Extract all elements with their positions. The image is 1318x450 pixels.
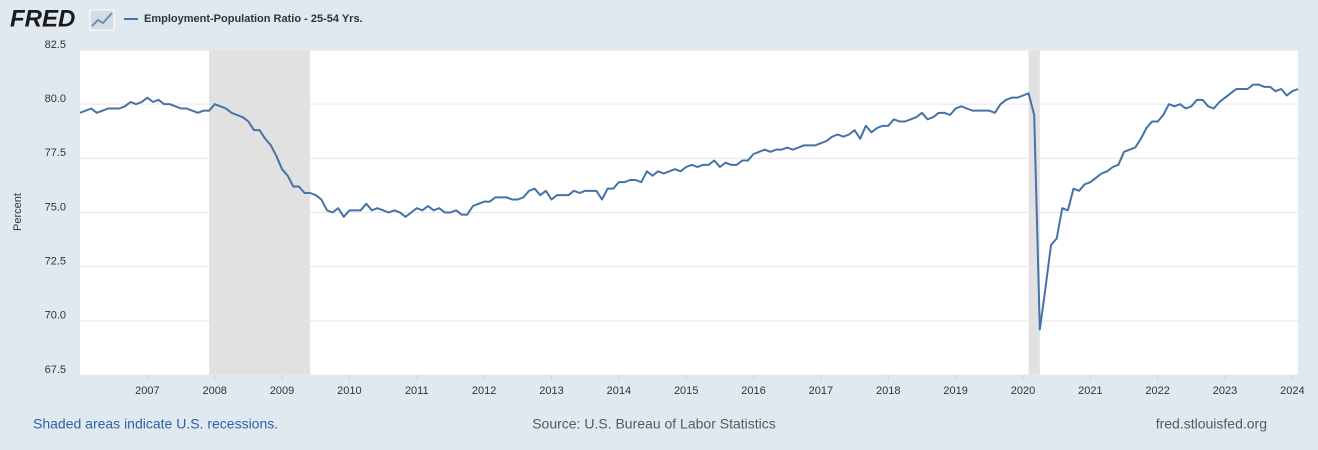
site: fred.stlouisfed.org <box>1156 416 1267 432</box>
x-tick-label: 2015 <box>674 385 698 397</box>
plot-content <box>79 49 1299 376</box>
y-tick-label: 75.0 <box>45 201 66 213</box>
x-tick-label: 2011 <box>405 385 429 397</box>
x-tick-label: 2019 <box>943 385 967 397</box>
x-tick-label: 2014 <box>607 385 631 397</box>
x-tick-label: 2010 <box>337 385 361 397</box>
x-tick-label: 2009 <box>270 385 294 397</box>
y-tick-label: 80.0 <box>45 93 66 105</box>
y-tick-label: 82.5 <box>45 39 66 51</box>
x-tick-label: 2018 <box>876 385 900 397</box>
legend-label: Employment-Population Ratio - 25-54 Yrs. <box>144 13 363 25</box>
x-tick-label: 2012 <box>472 385 496 397</box>
x-tick-label: 2007 <box>135 385 159 397</box>
logo-icon <box>89 9 115 31</box>
source: Source: U.S. Bureau of Labor Statistics <box>532 416 776 432</box>
series-line <box>79 83 1299 331</box>
x-tick-label: 2022 <box>1145 385 1169 397</box>
x-tick-label: 2008 <box>202 385 226 397</box>
x-tick-label: 2016 <box>741 385 765 397</box>
logo: FRED <box>10 5 75 32</box>
y-axis-title: Percent <box>12 193 24 231</box>
x-tick-label: 2024 <box>1280 385 1304 397</box>
y-tick-label: 72.5 <box>45 256 66 268</box>
x-tick-label: 2023 <box>1213 385 1237 397</box>
x-tick-label: 2020 <box>1011 385 1035 397</box>
recession-note: Shaded areas indicate U.S. recessions. <box>33 416 278 432</box>
y-tick-label: 77.5 <box>45 147 66 159</box>
x-tick-label: 2013 <box>539 385 563 397</box>
x-tick-label: 2017 <box>809 385 833 397</box>
y-tick-label: 67.5 <box>45 364 66 376</box>
y-tick-label: 70.0 <box>45 310 66 322</box>
x-tick-label: 2021 <box>1078 385 1102 397</box>
